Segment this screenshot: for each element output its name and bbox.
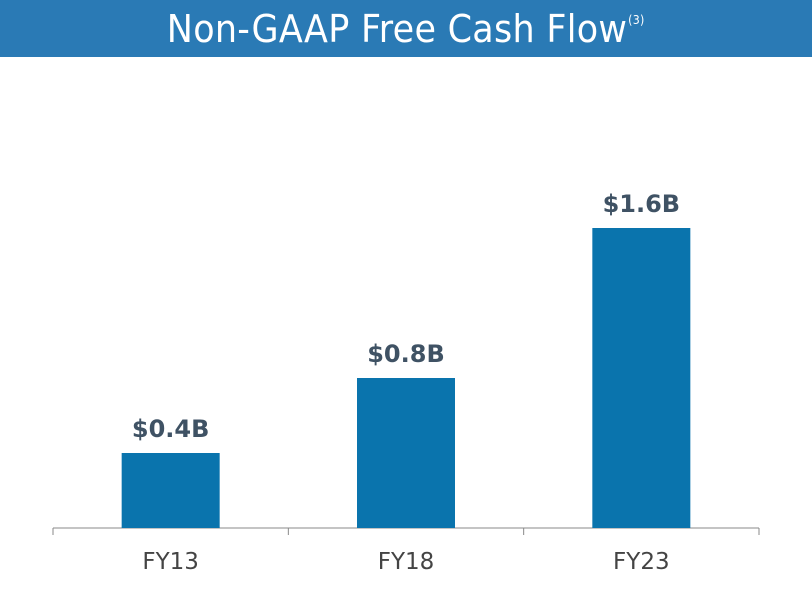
data-label-fy13: $0.4B bbox=[132, 415, 210, 443]
chart-title: Non-GAAP Free Cash Flow(3) bbox=[167, 7, 645, 51]
chart-title-text: Non-GAAP Free Cash Flow bbox=[167, 6, 628, 51]
tick-label-fy23: FY23 bbox=[613, 549, 670, 575]
tick-label-fy13: FY13 bbox=[142, 549, 199, 575]
tick-label-fy18: FY18 bbox=[378, 549, 435, 575]
title-footnote: (3) bbox=[628, 12, 645, 27]
bar-fy23 bbox=[592, 228, 691, 528]
data-label-fy23: $1.6B bbox=[603, 190, 681, 218]
data-label-fy18: $0.8B bbox=[367, 340, 445, 368]
bar-fy13 bbox=[121, 453, 220, 528]
title-bar: Non-GAAP Free Cash Flow(3) bbox=[0, 0, 812, 57]
bar-fy18 bbox=[357, 378, 455, 528]
